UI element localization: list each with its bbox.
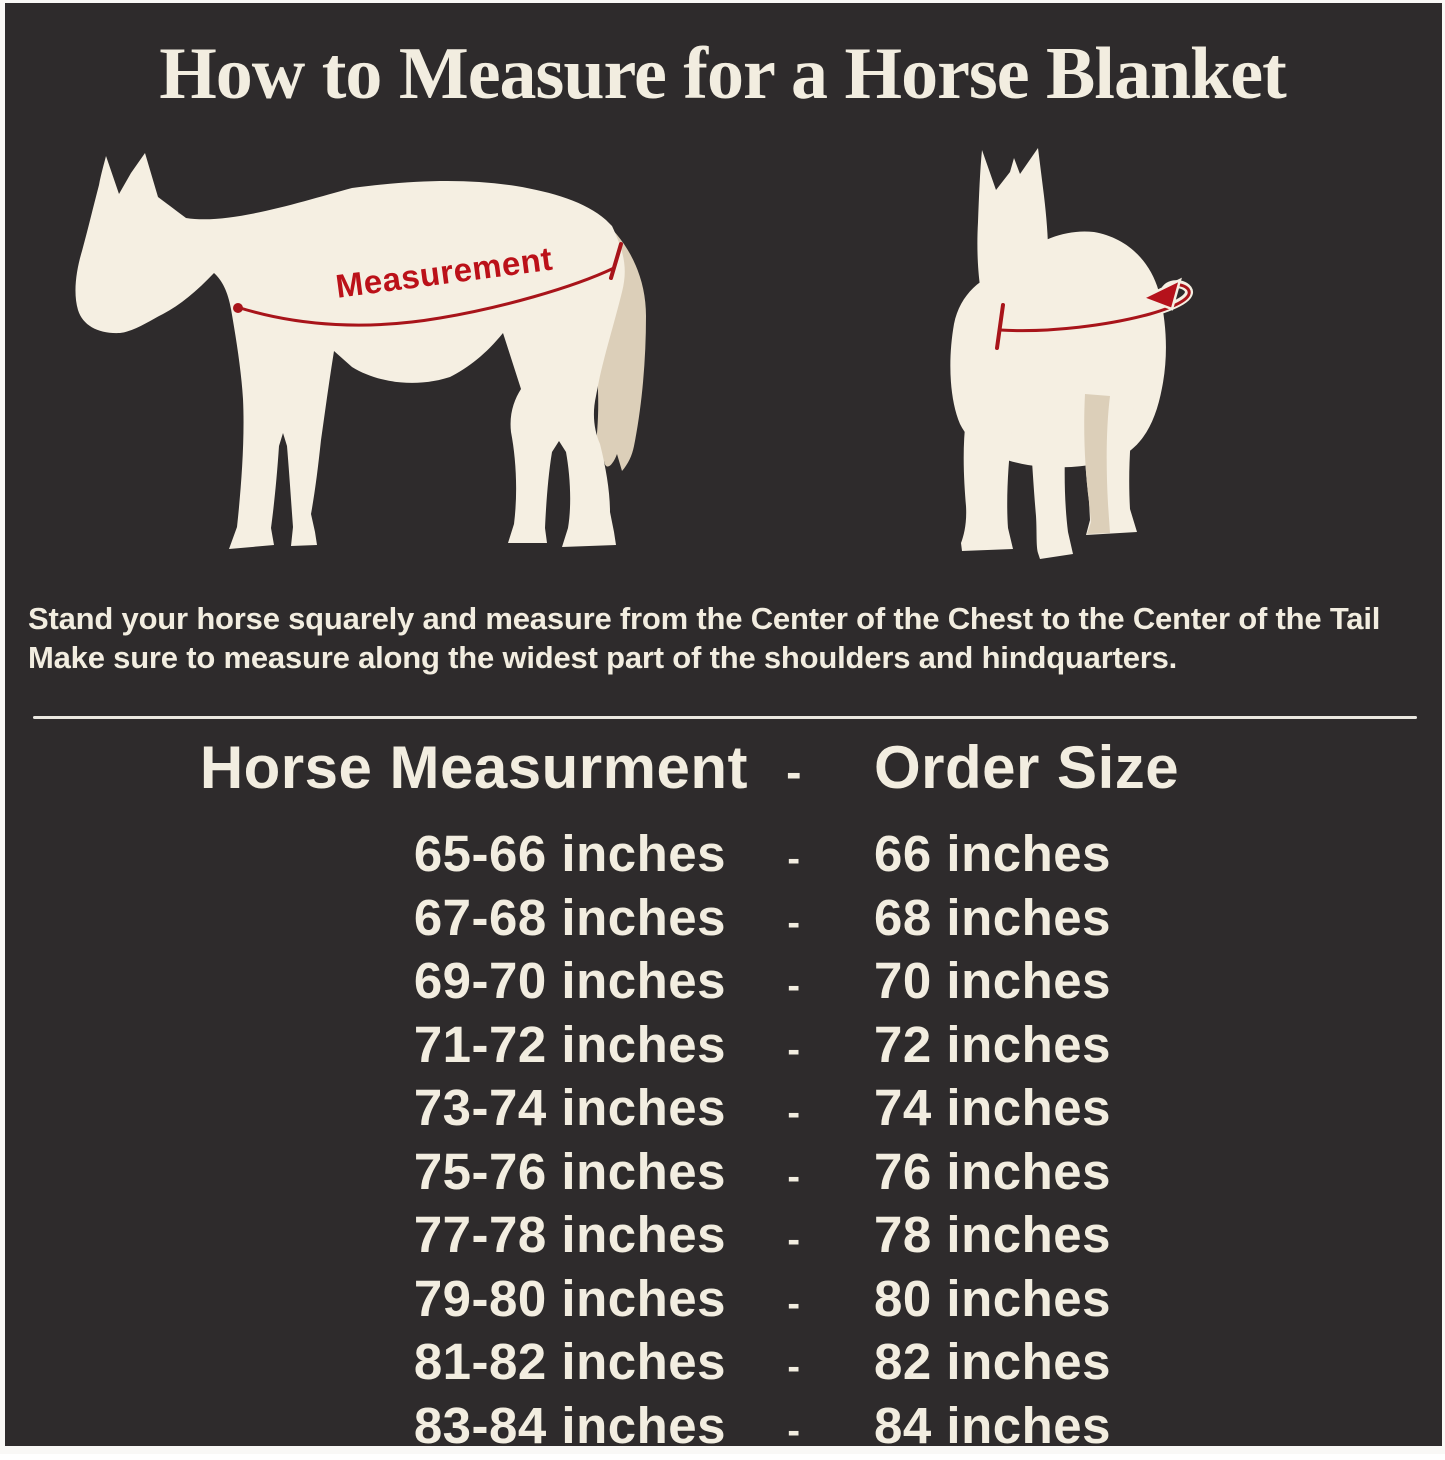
size-chart: Horse Measurment - Order Size 65-66 inch… — [0, 733, 1445, 1460]
header-measurement-column: Horse Measurment — [0, 733, 748, 803]
row-measurement-value: 67-68 inches — [0, 889, 748, 947]
row-order-size-value: 68 inches — [840, 889, 1445, 947]
row-order-size-value: 72 inches — [840, 1016, 1445, 1074]
row-measurement-value: 69-70 inches — [0, 952, 748, 1010]
table-row: 73-74 inches - 74 inches — [0, 1079, 1445, 1143]
table-row: 67-68 inches - 68 inches — [0, 889, 1445, 953]
row-separator: - — [748, 1276, 840, 1334]
table-row: 77-78 inches - 78 inches — [0, 1206, 1445, 1270]
table-row: 69-70 inches - 70 inches — [0, 952, 1445, 1016]
row-separator: - — [748, 1085, 840, 1143]
row-separator: - — [748, 895, 840, 953]
row-measurement-value: 75-76 inches — [0, 1143, 748, 1201]
header-separator: - — [748, 737, 840, 807]
table-row: 71-72 inches - 72 inches — [0, 1016, 1445, 1080]
row-order-size-value: 70 inches — [840, 952, 1445, 1010]
row-order-size-value: 74 inches — [840, 1079, 1445, 1137]
row-measurement-value: 65-66 inches — [0, 825, 748, 883]
row-order-size-value: 82 inches — [840, 1333, 1445, 1391]
row-order-size-value: 76 inches — [840, 1143, 1445, 1201]
row-separator: - — [748, 1212, 840, 1270]
header-size-column: Order Size — [840, 733, 1445, 803]
row-separator: - — [748, 1339, 840, 1397]
row-separator: - — [748, 1149, 840, 1207]
row-order-size-value: 66 inches — [840, 825, 1445, 883]
row-measurement-value: 81-82 inches — [0, 1333, 748, 1391]
row-separator: - — [748, 1403, 840, 1460]
row-order-size-value: 78 inches — [840, 1206, 1445, 1264]
instructions-line-2: Make sure to measure along the widest pa… — [28, 638, 1428, 677]
size-chart-header: Horse Measurment - Order Size — [0, 733, 1445, 807]
row-measurement-value: 71-72 inches — [0, 1016, 748, 1074]
row-measurement-value: 77-78 inches — [0, 1206, 748, 1264]
row-order-size-value: 80 inches — [840, 1270, 1445, 1328]
table-row: 83-84 inches - 84 inches — [0, 1397, 1445, 1460]
table-row: 81-82 inches - 82 inches — [0, 1333, 1445, 1397]
instructions-text: Stand your horse squarely and measure fr… — [28, 599, 1428, 677]
size-chart-rows: 65-66 inches - 66 inches 67-68 inches - … — [0, 825, 1445, 1460]
row-order-size-value: 84 inches — [840, 1397, 1445, 1455]
row-separator: - — [748, 958, 840, 1016]
row-separator: - — [748, 1022, 840, 1080]
page-title: How to Measure for a Horse Blanket — [0, 32, 1445, 117]
row-measurement-value: 83-84 inches — [0, 1397, 748, 1455]
row-measurement-value: 73-74 inches — [0, 1079, 748, 1137]
table-row: 79-80 inches - 80 inches — [0, 1270, 1445, 1334]
row-separator: - — [748, 831, 840, 889]
table-row: 65-66 inches - 66 inches — [0, 825, 1445, 889]
row-measurement-value: 79-80 inches — [0, 1270, 748, 1328]
table-row: 75-76 inches - 76 inches — [0, 1143, 1445, 1207]
divider-line — [33, 716, 1417, 719]
instructions-line-1: Stand your horse squarely and measure fr… — [28, 599, 1428, 638]
